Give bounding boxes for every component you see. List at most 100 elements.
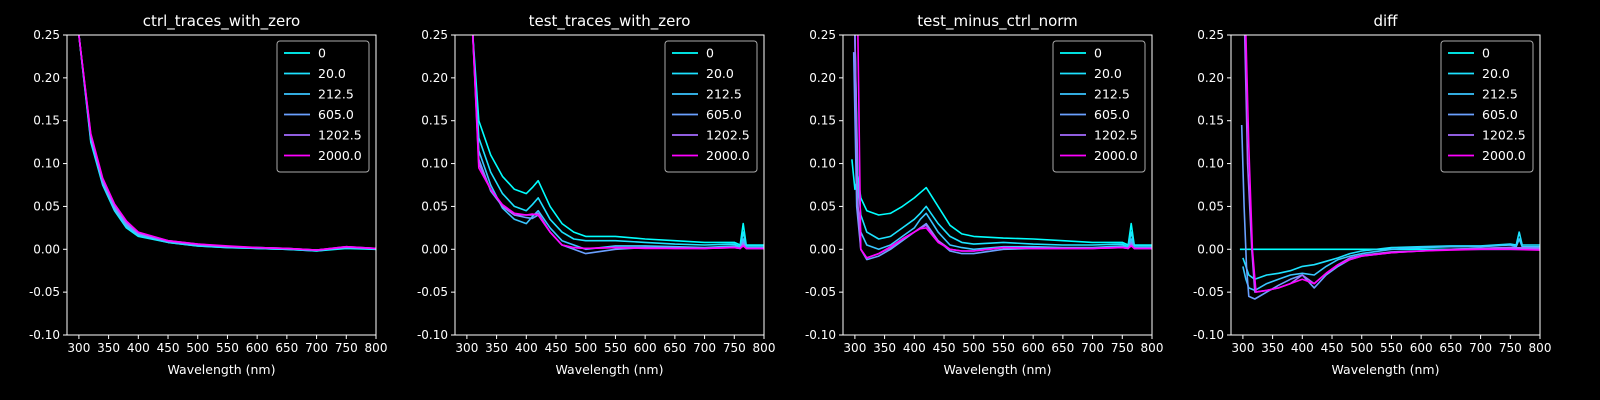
y-tick-label: 0.20: [1197, 71, 1224, 85]
x-tick-label: 700: [305, 341, 328, 355]
x-tick-label: 800: [365, 341, 388, 355]
x-tick-label: 300: [1231, 341, 1254, 355]
x-tick-label: 550: [216, 341, 239, 355]
x-tick-label: 500: [962, 341, 985, 355]
x-tick-label: 300: [67, 341, 90, 355]
chart-title: diff: [1373, 12, 1398, 30]
x-tick-label: 700: [1469, 341, 1492, 355]
x-tick-label: 400: [903, 341, 926, 355]
y-tick-label: -0.05: [1193, 285, 1224, 299]
legend-label: 605.0: [1094, 107, 1130, 122]
y-tick-label: 0.05: [1197, 199, 1224, 213]
legend-label: 2000.0: [318, 148, 362, 163]
chart-panel-3: test_minus_ctrl_norm 300 350 400 450 500 550 60…: [805, 12, 1164, 377]
x-tick-label: 350: [1261, 341, 1284, 355]
y-tick-label: 0.10: [421, 157, 448, 171]
x-tick-label: 700: [693, 341, 716, 355]
x-tick-label: 600: [1022, 341, 1045, 355]
series-line-2000.0: [78, 35, 376, 251]
x-tick-label: 750: [1111, 341, 1134, 355]
x-tick-label: 650: [663, 341, 686, 355]
series-line-0: [472, 35, 764, 246]
legend: 0 20.0 212.5 605.0 1202.5 2000.0: [1052, 40, 1146, 173]
series-line-2000.0: [857, 35, 1152, 259]
y-tick-label: 0.05: [33, 199, 60, 213]
y-tick-label: 0.00: [421, 242, 448, 256]
legend: 0 20.0 212.5 605.0 1202.5 2000.0: [664, 40, 758, 173]
x-tick-label: 800: [1529, 341, 1552, 355]
legend-label: 0: [706, 46, 714, 61]
chart-panel-4: diff 300 350 400 450 500 550 600 650 700 750 800 -0.…: [1193, 12, 1552, 377]
x-tick-label: 450: [545, 341, 568, 355]
legend-label: 2000.0: [706, 148, 750, 163]
y-tick-label: 0.20: [809, 71, 836, 85]
legend-label: 1202.5: [1482, 128, 1526, 143]
y-tick-label: 0.05: [421, 199, 448, 213]
x-tick-label: 650: [1051, 341, 1074, 355]
x-tick-label: 550: [1380, 341, 1403, 355]
series-line-20.0: [472, 35, 764, 248]
legend-label: 605.0: [706, 107, 742, 122]
y-tick-label: -0.05: [29, 285, 60, 299]
series-line-20.0: [854, 35, 1152, 248]
y-tick-label: 0.25: [33, 28, 60, 42]
y-tick-label: 0.15: [1197, 114, 1224, 128]
x-tick-label: 550: [604, 341, 627, 355]
x-tick-label: 300: [455, 341, 478, 355]
legend-label: 2000.0: [1094, 148, 1138, 163]
y-tick-label: 0.15: [421, 114, 448, 128]
y-tick-label: 0.25: [421, 28, 448, 42]
y-tick-label: -0.05: [417, 285, 448, 299]
x-tick-label: 500: [186, 341, 209, 355]
series-line-0: [851, 159, 1152, 246]
x-tick-label: 750: [335, 341, 358, 355]
legend-label: 0: [1482, 46, 1490, 61]
series-group: [1239, 35, 1540, 300]
x-tick-label: 450: [157, 341, 180, 355]
series-group: [472, 35, 764, 255]
legend-label: 20.0: [1482, 66, 1510, 81]
y-tick-label: -0.10: [417, 328, 448, 342]
legend-label: 20.0: [706, 66, 734, 81]
legend-label: 212.5: [1482, 87, 1518, 102]
y-tick-label: 0.10: [1197, 157, 1224, 171]
x-tick-label: 800: [1141, 341, 1164, 355]
y-tick-label: 0.00: [1197, 242, 1224, 256]
x-axis-label: Wavelength (nm): [1332, 362, 1440, 377]
x-tick-label: 500: [574, 341, 597, 355]
y-tick-label: 0.20: [33, 71, 60, 85]
legend-label: 0: [318, 46, 326, 61]
legend-label: 1202.5: [706, 128, 750, 143]
legend-label: 212.5: [706, 87, 742, 102]
x-tick-label: 750: [1499, 341, 1522, 355]
y-tick-label: -0.05: [805, 285, 836, 299]
x-tick-label: 800: [753, 341, 776, 355]
y-tick-label: 0.25: [1197, 28, 1224, 42]
x-tick-label: 550: [992, 341, 1015, 355]
plot-frame: [1230, 34, 1541, 336]
x-tick-label: 600: [634, 341, 657, 355]
y-tick-label: 0.15: [33, 114, 60, 128]
y-tick-label: 0.20: [421, 71, 448, 85]
x-tick-label: 400: [515, 341, 538, 355]
series-group: [851, 35, 1152, 261]
legend-label: 20.0: [1094, 66, 1122, 81]
legend: 0 20.0 212.5 605.0 1202.5 2000.0: [276, 40, 370, 173]
legend-label: 0: [1094, 46, 1102, 61]
x-axis-label: Wavelength (nm): [944, 362, 1052, 377]
x-tick-label: 300: [843, 341, 866, 355]
x-tick-label: 400: [127, 341, 150, 355]
x-axis-label: Wavelength (nm): [556, 362, 664, 377]
y-tick-label: 0.10: [809, 157, 836, 171]
legend: 0 20.0 212.5 605.0 1202.5 2000.0: [1440, 40, 1534, 173]
y-tick-label: -0.10: [29, 328, 60, 342]
x-tick-label: 350: [873, 341, 896, 355]
x-tick-label: 600: [246, 341, 269, 355]
y-tick-label: 0.00: [33, 242, 60, 256]
chart-title: ctrl_traces_with_zero: [143, 12, 300, 31]
y-tick-label: -0.10: [1193, 328, 1224, 342]
legend-label: 1202.5: [318, 128, 362, 143]
x-tick-label: 750: [723, 341, 746, 355]
x-axis-label: Wavelength (nm): [168, 362, 276, 377]
